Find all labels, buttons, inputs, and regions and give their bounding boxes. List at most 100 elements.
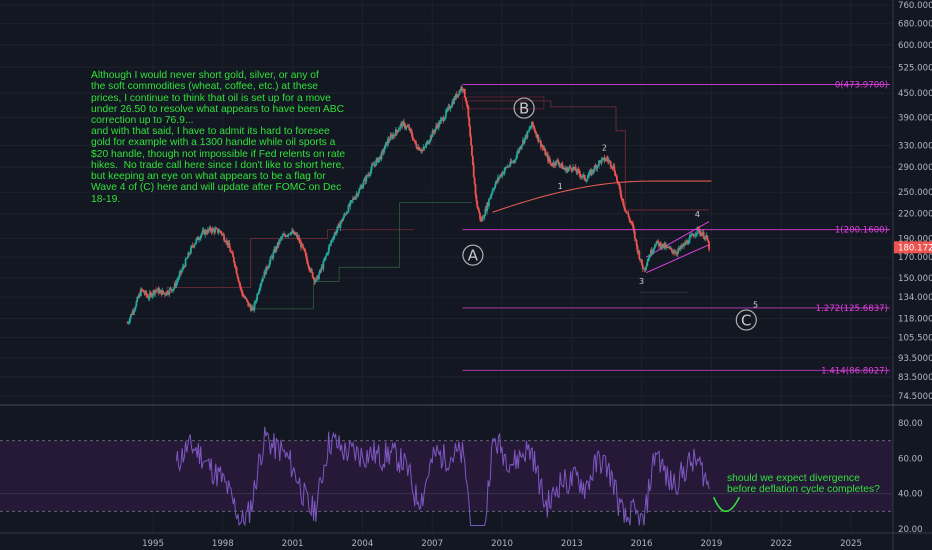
candle-body — [214, 228, 217, 233]
candle-body — [217, 232, 220, 233]
candle-body — [398, 128, 401, 130]
candle-body — [131, 310, 134, 315]
candle-body — [301, 244, 304, 248]
candle-body — [671, 250, 674, 253]
candle-body — [520, 146, 523, 149]
candle-body — [408, 126, 411, 131]
candle-body — [422, 147, 425, 150]
candle-body — [431, 130, 434, 138]
y-tick-label: 525.0000 — [898, 63, 932, 73]
x-tick-label: 2013 — [561, 539, 583, 549]
y-tick-label: 680.0000 — [898, 20, 932, 30]
candle-body — [694, 234, 697, 236]
wave-c-label: C — [741, 312, 751, 330]
candle-body — [326, 252, 328, 256]
candle-body — [352, 198, 354, 201]
y-tick-label: 83.5000 — [898, 373, 932, 383]
candle-body — [433, 132, 436, 133]
y-tick-label: 450.0000 — [898, 89, 932, 99]
wave-4-label: 4 — [695, 210, 700, 219]
candle-body — [327, 246, 330, 253]
candle-body — [330, 240, 333, 244]
candle-body — [704, 236, 707, 239]
candle-body — [428, 142, 430, 144]
candle-body — [624, 210, 627, 212]
candle-body — [655, 242, 658, 246]
candle-body — [253, 302, 256, 310]
candle-body — [483, 215, 486, 218]
candle-body — [530, 126, 532, 129]
candle-body — [354, 196, 357, 200]
candle-body — [313, 277, 316, 282]
candle-body — [369, 174, 371, 175]
candle-body — [700, 232, 702, 236]
fib-label: 1(200.1600) — [835, 226, 888, 236]
candle-body — [147, 296, 149, 299]
wave-a-label: A — [468, 247, 479, 265]
candle-body — [377, 158, 380, 163]
x-tick-label: 2016 — [631, 539, 653, 549]
candle-body — [687, 243, 690, 245]
candle-body — [584, 179, 587, 182]
candle-body — [527, 130, 530, 132]
candle-body — [349, 201, 352, 207]
candle-body — [623, 204, 625, 208]
stepped-line-red — [166, 229, 414, 290]
candle-body — [184, 259, 187, 267]
candle-body — [145, 291, 148, 295]
candle-body — [488, 199, 490, 206]
candle-body — [136, 297, 139, 302]
candle-body — [289, 233, 292, 235]
candle-body — [593, 165, 596, 171]
candle-body — [490, 193, 493, 196]
candle-body — [339, 223, 342, 228]
candle-body — [357, 192, 360, 196]
candle-body — [162, 290, 165, 293]
candle-body — [561, 163, 564, 170]
candle-body — [576, 169, 579, 173]
candle-body — [609, 161, 612, 167]
candle-body — [411, 132, 413, 137]
candle-body — [135, 301, 138, 307]
wave-c-label-circle — [735, 309, 757, 331]
candle-body — [528, 128, 531, 131]
candle-body — [228, 242, 231, 248]
candle-body — [651, 251, 654, 254]
y-tick-label: 600.0000 — [898, 41, 932, 51]
candle-body — [137, 297, 140, 299]
candle-body — [493, 188, 496, 190]
candle-body — [235, 267, 238, 274]
candle-body — [375, 160, 378, 166]
candle-body — [583, 174, 586, 180]
candle-body — [322, 261, 325, 269]
candle-body — [514, 158, 517, 160]
candle-body — [626, 213, 629, 214]
candle-body — [336, 225, 339, 231]
candle-body — [200, 233, 203, 236]
candle-body — [460, 87, 463, 91]
wave-a-label-circle — [462, 244, 484, 266]
candle-body — [368, 174, 370, 176]
candle-body — [546, 154, 549, 155]
candle-body — [411, 136, 414, 141]
candle-body — [370, 165, 373, 170]
rsi-line — [175, 426, 710, 527]
flag-channel-lower — [646, 244, 710, 274]
candle-body — [399, 125, 402, 129]
candle-body — [194, 242, 197, 245]
candle-body — [245, 298, 248, 300]
x-tick-label: 2010 — [491, 539, 513, 549]
candle-body — [224, 240, 226, 242]
candle-body — [279, 238, 282, 240]
candle-body — [707, 240, 710, 243]
candle-body — [515, 154, 518, 159]
candle-body — [129, 317, 131, 322]
candle-body — [688, 237, 691, 244]
candle-body — [254, 301, 257, 303]
candle-body — [504, 167, 506, 171]
candle-body — [645, 265, 648, 268]
candle-body — [314, 281, 317, 283]
candle-body — [222, 233, 225, 235]
candle-body — [641, 259, 643, 266]
